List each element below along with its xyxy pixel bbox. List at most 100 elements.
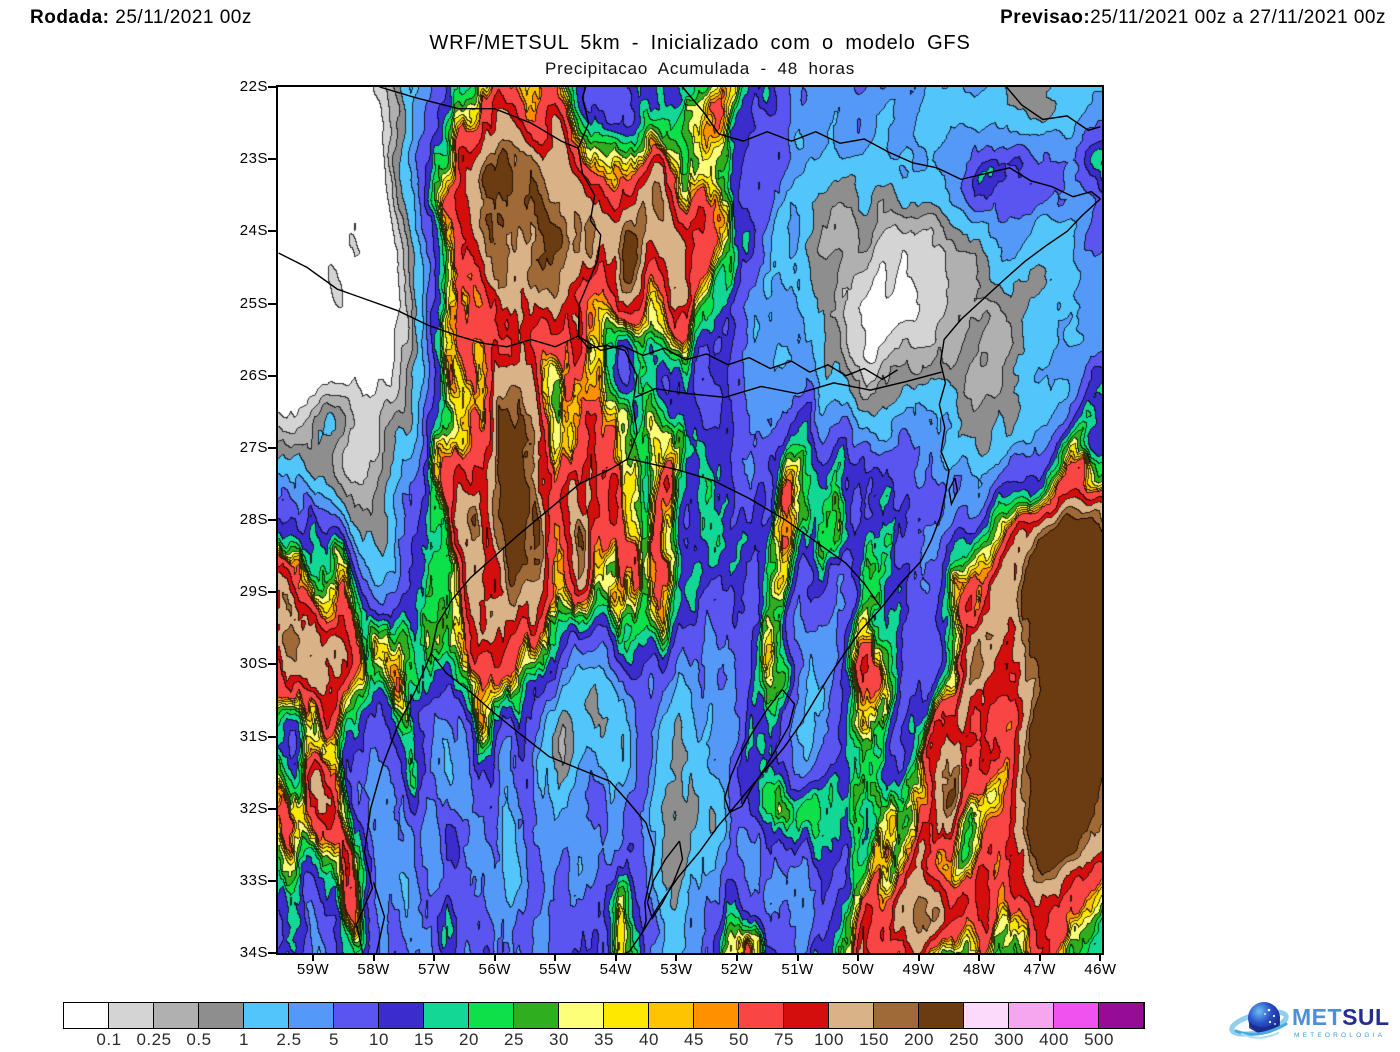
colorbar-cell xyxy=(289,1003,334,1028)
lat-tick-mark xyxy=(268,230,276,233)
lat-tick-mark xyxy=(268,86,276,88)
lon-tick-mark xyxy=(493,953,496,961)
svg-text:METSUL: METSUL xyxy=(1292,1004,1390,1030)
lat-tick-mark xyxy=(268,952,276,954)
colorbar-label: 2.5 xyxy=(276,1030,302,1049)
chart-subtitle: Precipitacao Acumulada - 48 horas xyxy=(544,59,856,78)
colorbar-label: 100 xyxy=(814,1030,844,1049)
lat-tick-label: 33S xyxy=(239,871,268,889)
colorbar-cell xyxy=(1099,1003,1144,1028)
lon-tick-mark xyxy=(796,953,799,961)
lat-tick-mark xyxy=(268,591,276,594)
lon-tick-mark xyxy=(735,953,738,961)
colorbar-label: 500 xyxy=(1084,1030,1114,1049)
colorbar-cell xyxy=(334,1003,379,1028)
colorbar-label: 150 xyxy=(859,1030,889,1049)
lat-tick-mark xyxy=(268,735,276,738)
lon-tick-label: 52W xyxy=(720,961,754,978)
lon-tick-label: 50W xyxy=(841,961,875,978)
lat-tick-mark xyxy=(268,374,276,377)
lon-tick-mark xyxy=(675,953,678,961)
lat-tick-label: 23S xyxy=(239,150,268,168)
run-label: Rodada: xyxy=(30,7,110,28)
colorbar-cell xyxy=(109,1003,154,1028)
colorbar-label: 45 xyxy=(684,1030,704,1049)
colorbar-cell xyxy=(919,1003,964,1028)
lon-tick-mark xyxy=(614,953,617,961)
colorbar-label: 5 xyxy=(329,1030,339,1049)
colorbar-cell xyxy=(559,1003,604,1028)
lon-tick-mark xyxy=(857,953,860,961)
colorbar-label: 0.1 xyxy=(96,1030,122,1049)
lon-tick-label: 47W xyxy=(1023,961,1056,978)
colorbar-label: 25 xyxy=(504,1030,524,1049)
colorbar-cell xyxy=(424,1003,469,1028)
lon-tick-mark xyxy=(372,953,375,961)
lat-tick-label: 26S xyxy=(239,366,268,384)
lat-tick-label: 28S xyxy=(239,511,268,528)
colorbar-cell xyxy=(244,1003,289,1028)
colorbar-label: 50 xyxy=(729,1030,749,1049)
lon-tick-label: 58W xyxy=(357,961,390,978)
lon-tick-label: 57W xyxy=(417,961,451,978)
lat-tick-label: 34S xyxy=(239,944,268,961)
lat-tick-label: 24S xyxy=(239,222,268,240)
lat-tick-mark xyxy=(268,302,276,305)
lon-tick-mark xyxy=(433,953,436,961)
colorbar-cell xyxy=(469,1003,514,1028)
logo-brand-primary: MET xyxy=(1292,1004,1342,1030)
map-frame: 22S 23S 24S 25S 26S 27S 28S 29S 30S 31S 32S 33S 34S … xyxy=(240,78,1116,978)
lat-tick-mark xyxy=(268,446,276,449)
lon-tick-label: 48W xyxy=(963,961,996,978)
colorbar-label: 20 xyxy=(459,1030,479,1049)
lon-tick-mark xyxy=(554,953,557,961)
precip-canvas xyxy=(278,87,1102,953)
colorbar-label: 75 xyxy=(774,1030,794,1049)
lon-tick-mark xyxy=(1099,953,1102,961)
colorbar-cell xyxy=(649,1003,694,1028)
colorbar-label: 1 xyxy=(239,1030,249,1049)
lon-tick-label: 53W xyxy=(660,961,693,978)
logo-tagline: METEOROLOGIA xyxy=(1294,1032,1385,1039)
lat-tick-label: 31S xyxy=(239,727,268,745)
lon-tick-label: 59W xyxy=(296,961,330,978)
colorbar-label: 0.25 xyxy=(136,1030,172,1049)
colorbar-cell xyxy=(64,1003,109,1028)
colorbar-cell xyxy=(964,1003,1009,1028)
colorbar-cell xyxy=(874,1003,919,1028)
colorbar-cell xyxy=(784,1003,829,1028)
run-header: Rodada: 25/11/2021 00z xyxy=(30,7,252,29)
run-value: 25/11/2021 00z xyxy=(109,7,252,28)
lat-tick-label: 30S xyxy=(239,655,268,673)
logo-brand-secondary: SUL xyxy=(1342,1004,1390,1030)
lat-tick-label: 29S xyxy=(239,583,268,601)
colorbar-label: 300 xyxy=(994,1030,1024,1049)
lon-tick-mark xyxy=(917,953,920,961)
colorbar-label: 10 xyxy=(369,1030,389,1049)
colorbar-cell xyxy=(199,1003,244,1028)
colorbar-cell xyxy=(694,1003,739,1028)
lon-tick-mark xyxy=(978,953,981,961)
lat-tick-label: 32S xyxy=(239,799,268,817)
lat-tick-label: 22S xyxy=(239,78,268,95)
chart-title: WRF/METSUL 5km - Inicializado com o mode… xyxy=(429,32,971,54)
colorbar-cell xyxy=(154,1003,199,1028)
colorbar xyxy=(63,1002,1145,1029)
colorbar-cell xyxy=(379,1003,424,1028)
lat-tick-label: 25S xyxy=(239,294,268,312)
lon-tick-label: 54W xyxy=(599,961,633,978)
colorbar-label: 250 xyxy=(949,1030,979,1049)
lat-tick-mark xyxy=(268,807,276,810)
lon-tick-label: 49W xyxy=(902,961,935,978)
colorbar-cell xyxy=(514,1003,559,1028)
metsul-logo: METSUL METEOROLOGIA xyxy=(1229,1002,1390,1039)
lon-tick-label: 55W xyxy=(539,961,572,978)
colorbar-label: 35 xyxy=(594,1030,614,1049)
lon-tick-mark xyxy=(312,953,314,961)
colorbar-cell xyxy=(829,1003,874,1028)
lat-tick-mark xyxy=(268,879,276,882)
lon-tick-mark xyxy=(1038,953,1041,961)
colorbar-cell xyxy=(1009,1003,1054,1028)
lat-tick-mark xyxy=(268,158,276,161)
